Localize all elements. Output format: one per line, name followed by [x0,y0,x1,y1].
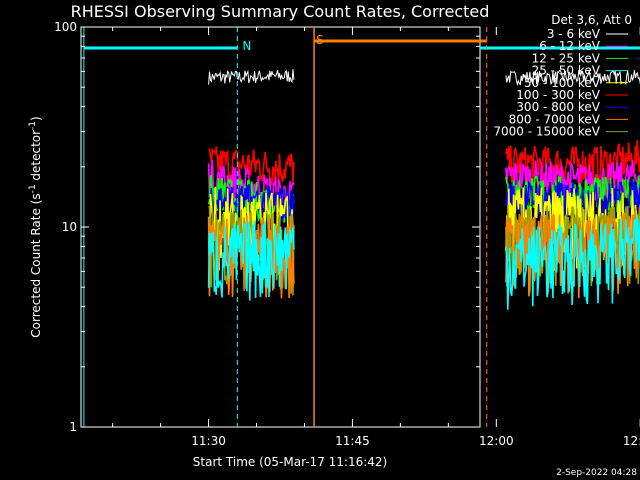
y-axis-label: Corrected Count Rate (s-1 detector-1) [28,116,43,337]
chart-title: RHESSI Observing Summary Count Rates, Co… [71,2,490,21]
legend-label-5: 100 - 300 keV [516,88,600,102]
series-line-3-6--interval-1 [505,69,640,87]
legend-label-7: 800 - 7000 keV [509,112,601,126]
series-line-25-50--interval-1 [505,214,640,310]
footer-timestamp: 2-Sep-2022 04:28 [556,468,637,478]
x-axis-label: Start Time (05-Mar-17 11:16:42) [193,455,387,469]
series-line-100-300--interval-0 [208,146,295,185]
y-label-exp-a: -1 [28,184,38,193]
series-line-7000-15000--interval-0 [208,204,295,296]
x-tick-label-1: 11:45 [335,434,370,448]
y-label-part-b: detector [29,130,43,185]
y-label-exp-b: -1 [28,121,38,130]
y-label-part-c: ) [29,116,43,121]
legend-title: Det 3,6, Att 0 [551,13,632,27]
x-tick-label-2: 12:00 [479,434,514,448]
series-line-100-300--interval-1 [505,140,640,184]
legend-label-8: 7000 - 15000 keV [493,125,600,139]
legend-label-4: 50 - 100 keV [524,76,601,90]
y-tick-label-2: 100 [54,20,77,34]
annotation-S: S [316,33,324,47]
legend-label-1: 6 - 12 keV [539,39,601,53]
series-line-800-7000--interval-1 [505,208,640,299]
legend-label-0: 3 - 6 keV [547,27,601,41]
legend-label-6: 300 - 800 keV [516,100,600,114]
legend-label-2: 12 - 25 keV [532,51,601,65]
y-tick-label-0: 1 [69,420,77,434]
series-line-300-800--interval-0 [208,183,295,225]
x-tick-label-3: 12:15 [623,434,640,448]
x-tick-label-0: 11:30 [191,434,226,448]
series-line-3-6--interval-0 [208,69,295,85]
legend-label-3: 25 - 50 keV [532,64,601,78]
y-label-part-a: Corrected Count Rate (s [29,193,43,337]
annotation-N: N [242,39,251,53]
series-line-25-50--interval-0 [207,220,295,301]
y-tick-label-1: 10 [62,220,77,234]
